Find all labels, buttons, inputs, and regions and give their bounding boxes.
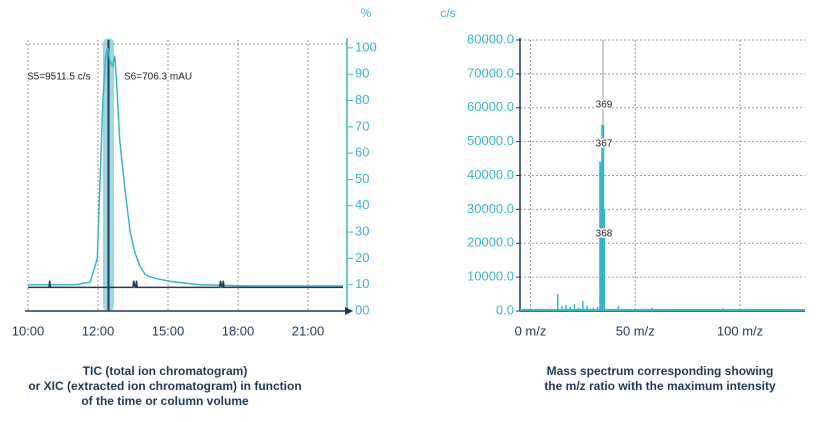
y-tick-label: 100 <box>355 39 377 54</box>
y-tick-label: 30000.0 <box>467 201 514 216</box>
caption: or XIC (extracted ion chromatogram) in f… <box>28 379 301 393</box>
y-tick-label: 80000.0 <box>467 31 514 46</box>
annotation: 369 <box>596 100 613 111</box>
y-tick-label: 60 <box>355 145 369 160</box>
x-tick-label: 21:00 <box>292 323 325 338</box>
caption: the m/z ratio with the maximum intensity <box>544 379 776 393</box>
y-tick-label: 70000.0 <box>467 65 514 80</box>
caption: TIC (total ion chromatogram) <box>83 364 248 378</box>
y-tick-label: 10 <box>355 276 369 291</box>
annotation: S5=9511.5 c/s <box>27 72 90 83</box>
axis-arrow <box>345 307 353 315</box>
y-tick-label: 0.0 <box>496 302 514 317</box>
x-tick-label: 12:00 <box>82 323 115 338</box>
y-tick-label: 40 <box>355 197 369 212</box>
y-tick-label: 40000.0 <box>467 167 514 182</box>
y-tick-label: 90 <box>355 66 369 81</box>
y-tick-label: 70 <box>355 118 369 133</box>
annotation: 368 <box>596 229 613 240</box>
x-tick-label: 10:00 <box>12 323 45 338</box>
y-axis-label: % <box>361 6 372 20</box>
y-tick-label: 80 <box>355 92 369 107</box>
y-tick-label: 10000.0 <box>467 269 514 284</box>
line <box>28 280 343 289</box>
caption: of the time or column volume <box>81 394 249 408</box>
annotation: 367 <box>596 139 613 150</box>
y-tick-label: 20000.0 <box>467 235 514 250</box>
y-tick-label: 60000.0 <box>467 99 514 114</box>
x-tick-label: 50 m/z <box>616 323 655 338</box>
line <box>28 47 343 287</box>
y-tick-label: 00 <box>355 302 369 317</box>
y-tick-label: 20 <box>355 250 369 265</box>
x-tick-label: 15:00 <box>152 323 185 338</box>
y-tick-label: 50 <box>355 171 369 186</box>
y-tick-label: 30 <box>355 224 369 239</box>
y-tick-label: 50000.0 <box>467 133 514 148</box>
caption: Mass spectrum corresponding showing <box>547 364 774 378</box>
x-tick-label: 100 m/z <box>717 323 763 338</box>
x-tick-label: 0 m/z <box>515 323 547 338</box>
x-tick-label: 18:00 <box>222 323 255 338</box>
annotation: S6=706.3 mAU <box>124 72 192 83</box>
y-axis-label: c/s <box>440 6 455 20</box>
